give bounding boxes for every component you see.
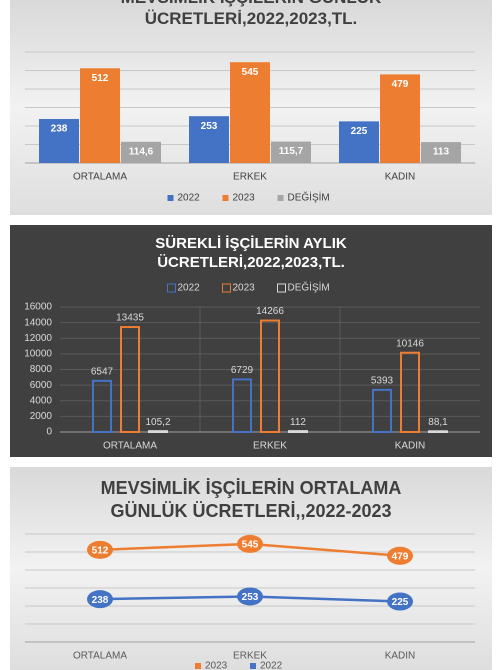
- data-label: 115,7: [279, 146, 304, 157]
- marker: [237, 587, 263, 606]
- x-tick-label: ORTALAMA: [73, 651, 127, 662]
- data-label: 253: [242, 592, 259, 603]
- data-label: 88,1: [428, 417, 448, 428]
- legend-swatch: [250, 663, 256, 669]
- y-tick-label: 4000: [30, 395, 53, 406]
- data-label: 14266: [256, 306, 284, 317]
- data-label: 10146: [396, 338, 424, 349]
- bar: [39, 118, 79, 163]
- bar: [400, 351, 420, 433]
- x-tick-label: KADIN: [385, 651, 416, 662]
- legend-label: DEĞİŞİM: [288, 191, 330, 204]
- data-label: 545: [242, 540, 259, 551]
- y-tick-label: 8000: [30, 364, 53, 375]
- y-tick-label: 14000: [24, 317, 52, 328]
- x-tick-label: ORTALAMA: [73, 172, 127, 183]
- legend-label: 2023: [205, 661, 228, 670]
- bar: [92, 379, 112, 433]
- legend-label: DEĞİŞİM: [288, 281, 330, 294]
- y-tick-label: 16000: [24, 302, 52, 313]
- data-label: 479: [392, 79, 409, 90]
- x-tick-label: ERKEK: [253, 441, 287, 452]
- bar: [230, 62, 270, 163]
- data-label: 6729: [231, 365, 254, 376]
- legend-swatch: [277, 195, 284, 201]
- data-label: 512: [92, 73, 109, 84]
- data-label: 13435: [116, 313, 144, 324]
- marker: [87, 590, 113, 609]
- y-tick-label: 10000: [24, 349, 52, 360]
- x-tick-label: ERKEK: [233, 172, 267, 183]
- y-tick-label: 0: [46, 427, 52, 438]
- legend-swatch: [222, 195, 229, 201]
- data-label: 6547: [91, 366, 114, 377]
- bar: [428, 430, 448, 433]
- marker: [387, 592, 413, 611]
- legend-swatch: [195, 663, 201, 669]
- x-tick-label: ORTALAMA: [103, 441, 157, 452]
- bar: [372, 388, 392, 433]
- bar: [288, 430, 308, 433]
- chart-title: MEVSİMLİK İŞÇİLERİN GÜNLÜK ÜCRETLERİ,202…: [121, 0, 382, 29]
- legend-swatch: [222, 283, 231, 293]
- data-label: 479: [392, 551, 409, 562]
- marker: [387, 546, 413, 565]
- legend-swatch: [277, 283, 286, 293]
- bar: [121, 141, 161, 163]
- title-box: SÜREKLİ İŞÇİLERİN AYLIK ÜCRETLERİ,2022,2…: [155, 235, 347, 271]
- legend-swatch: [167, 283, 176, 293]
- data-label: 238: [51, 124, 68, 135]
- data-label: 225: [351, 126, 368, 137]
- chart-title: SÜREKLİ İŞÇİLERİN AYLIK ÜCRETLERİ,2022,2…: [155, 235, 347, 271]
- marker: [87, 540, 113, 559]
- data-label: 238: [92, 595, 109, 606]
- bar: [260, 319, 280, 433]
- data-label: 112: [290, 417, 306, 428]
- data-label: 114,6: [129, 146, 154, 157]
- bar: [380, 74, 420, 163]
- marker: [237, 534, 263, 553]
- panel: [10, 467, 492, 670]
- bar: [148, 430, 168, 434]
- legend-label: 2022: [260, 661, 283, 670]
- data-label: 225: [392, 597, 409, 608]
- bar: [120, 326, 140, 433]
- bar: [232, 378, 252, 433]
- legend-swatch: [167, 195, 174, 201]
- bar: [189, 116, 229, 163]
- y-tick-label: 2000: [30, 411, 53, 422]
- x-tick-label: ERKEK: [233, 651, 267, 662]
- y-tick-label: 12000: [24, 333, 52, 344]
- title-box: MEVSİMLİK İŞÇİLERİN ORTALAMA GÜNLÜK ÜCRE…: [100, 478, 402, 521]
- legend-label: 2023: [233, 283, 256, 294]
- data-label: 113: [433, 147, 450, 158]
- data-label: 253: [201, 121, 218, 132]
- data-label: 5393: [371, 376, 394, 387]
- bar: [80, 68, 120, 163]
- chart-title: MEVSİMLİK İŞÇİLERİN ORTALAMA GÜNLÜK ÜCRE…: [100, 478, 402, 521]
- y-tick-label: 6000: [30, 380, 53, 391]
- x-tick-label: KADIN: [395, 441, 426, 452]
- legend-label: 2022: [178, 283, 201, 294]
- data-label: 105,2: [145, 417, 170, 428]
- x-tick-label: KADIN: [385, 172, 416, 183]
- legend-label: 2022: [178, 193, 201, 204]
- bar: [339, 121, 379, 163]
- bar: [421, 142, 461, 163]
- data-label: 512: [92, 545, 109, 556]
- title-box: MEVSİMLİK İŞÇİLERİN GÜNLÜK ÜCRETLERİ,202…: [121, 0, 382, 29]
- legend-label: 2023: [233, 193, 256, 204]
- data-label: 545: [242, 67, 259, 78]
- bar: [271, 141, 311, 163]
